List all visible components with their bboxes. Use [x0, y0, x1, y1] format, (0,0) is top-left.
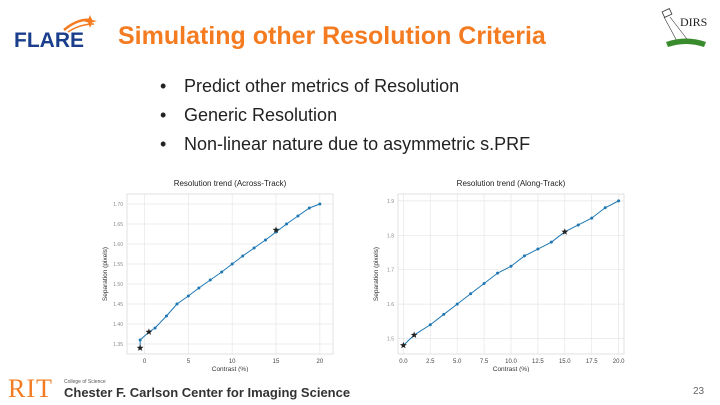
- x-tick-label: 15: [273, 359, 280, 365]
- data-point: [549, 240, 553, 244]
- y-tick-label: 1.40: [113, 322, 123, 328]
- star-marker: [136, 344, 144, 351]
- x-tick-label: 7.5: [480, 359, 489, 365]
- bullet-text: Non-linear nature due to asymmetric s.PR…: [184, 134, 531, 154]
- dirs-logo-text: DIRS: [680, 15, 707, 29]
- page-title: Simulating other Resolution Criteria: [118, 22, 546, 50]
- data-point: [617, 199, 621, 203]
- bullet-text: Generic Resolution: [184, 105, 338, 125]
- chart-title: Resolution trend (Across-Track): [174, 180, 287, 188]
- y-tick-label: 1.60: [113, 242, 123, 248]
- data-point: [175, 302, 179, 306]
- chart-title: Resolution trend (Along-Track): [457, 180, 566, 188]
- data-point: [138, 338, 142, 342]
- dirs-logo: DIRS: [658, 5, 713, 50]
- center-name: Chester F. Carlson Center for Imaging Sc…: [64, 385, 351, 400]
- y-tick-label: 1.65: [113, 222, 123, 228]
- rit-logo: RIT: [8, 374, 53, 403]
- data-point: [220, 270, 224, 274]
- data-point: [230, 262, 234, 266]
- data-point: [576, 223, 580, 227]
- data-point: [285, 222, 289, 226]
- x-tick-label: 20: [317, 359, 324, 365]
- flare-logo-text: FLARE: [14, 29, 84, 52]
- data-point: [208, 278, 212, 282]
- y-tick-label: 1.8: [387, 233, 394, 239]
- x-tick-label: 20.0: [613, 359, 625, 365]
- star-marker: [145, 328, 153, 335]
- x-tick-label: 2.5: [426, 359, 435, 365]
- y-axis-label: Separation (pixels): [102, 247, 109, 301]
- y-tick-label: 1.35: [113, 342, 123, 348]
- y-axis-label: Separation (pixels): [373, 247, 380, 301]
- bullet-dot: •: [160, 134, 167, 154]
- data-point: [428, 323, 432, 327]
- page-number: 23: [693, 386, 705, 397]
- x-tick-label: 5: [187, 359, 191, 365]
- bullet-item: • Predict other metrics of Resolution: [160, 72, 530, 101]
- data-point: [264, 238, 268, 242]
- data-point: [442, 312, 446, 316]
- data-point: [496, 271, 500, 275]
- x-tick-label: 12.5: [532, 359, 544, 365]
- bullet-text: Predict other metrics of Resolution: [184, 76, 460, 96]
- x-tick-label: 5.0: [453, 359, 462, 365]
- star-marker: [410, 331, 418, 338]
- data-point: [197, 286, 201, 290]
- data-point: [455, 302, 459, 306]
- data-point: [318, 202, 322, 206]
- data-point: [509, 264, 513, 268]
- data-point: [307, 206, 311, 210]
- y-tick-label: 1.45: [113, 302, 123, 308]
- college-label: College of Science: [64, 379, 106, 385]
- data-point: [164, 314, 168, 318]
- star-marker: [561, 228, 569, 235]
- bullet-list: • Predict other metrics of Resolution • Ge…: [160, 72, 530, 159]
- x-axis-label: Contrast (%): [493, 366, 529, 372]
- data-point: [482, 281, 486, 285]
- data-point: [469, 292, 473, 296]
- data-point: [153, 326, 157, 330]
- y-tick-label: 1.50: [113, 282, 123, 288]
- chart-across-track: Resolution trend (Across-Track) 0 5 10 15 20 1…: [102, 180, 334, 372]
- x-tick-label: 0: [143, 359, 147, 365]
- y-tick-label: 1.55: [113, 262, 123, 268]
- bullet-item: • Non-linear nature due to asymmetric s.P…: [160, 130, 530, 159]
- x-tick-label: 15.0: [559, 359, 571, 365]
- y-tick-label: 1.5: [387, 337, 394, 343]
- data-point: [296, 214, 300, 218]
- y-tick-label: 1.6: [387, 302, 394, 308]
- series-line: [139, 203, 321, 348]
- plot-frame: [126, 193, 334, 355]
- chart-along-track: Resolution trend (Along-Track) 0.0 2.5 5.0 7…: [373, 180, 625, 372]
- bullet-dot: •: [160, 76, 167, 96]
- data-point: [252, 246, 256, 250]
- star-marker: [272, 226, 280, 233]
- plot-frame: [397, 193, 625, 355]
- data-point: [603, 206, 607, 210]
- data-point: [522, 254, 526, 258]
- y-tick-label: 1.9: [387, 199, 394, 205]
- data-point: [241, 254, 245, 258]
- y-tick-label: 1.7: [387, 268, 394, 274]
- x-tick-label: 0.0: [399, 359, 408, 365]
- x-tick-label: 10: [229, 359, 236, 365]
- x-tick-label: 17.5: [586, 359, 598, 365]
- x-axis-label: Contrast (%): [212, 366, 248, 372]
- y-tick-label: 1.70: [113, 202, 123, 208]
- x-tick-label: 10.0: [505, 359, 517, 365]
- flare-logo: FLARE: [12, 10, 107, 55]
- data-point: [536, 247, 540, 251]
- bullet-dot: •: [160, 105, 167, 125]
- star-marker: [399, 341, 407, 349]
- bullet-item: • Generic Resolution: [160, 101, 530, 130]
- data-point: [590, 216, 594, 220]
- data-point: [186, 294, 190, 298]
